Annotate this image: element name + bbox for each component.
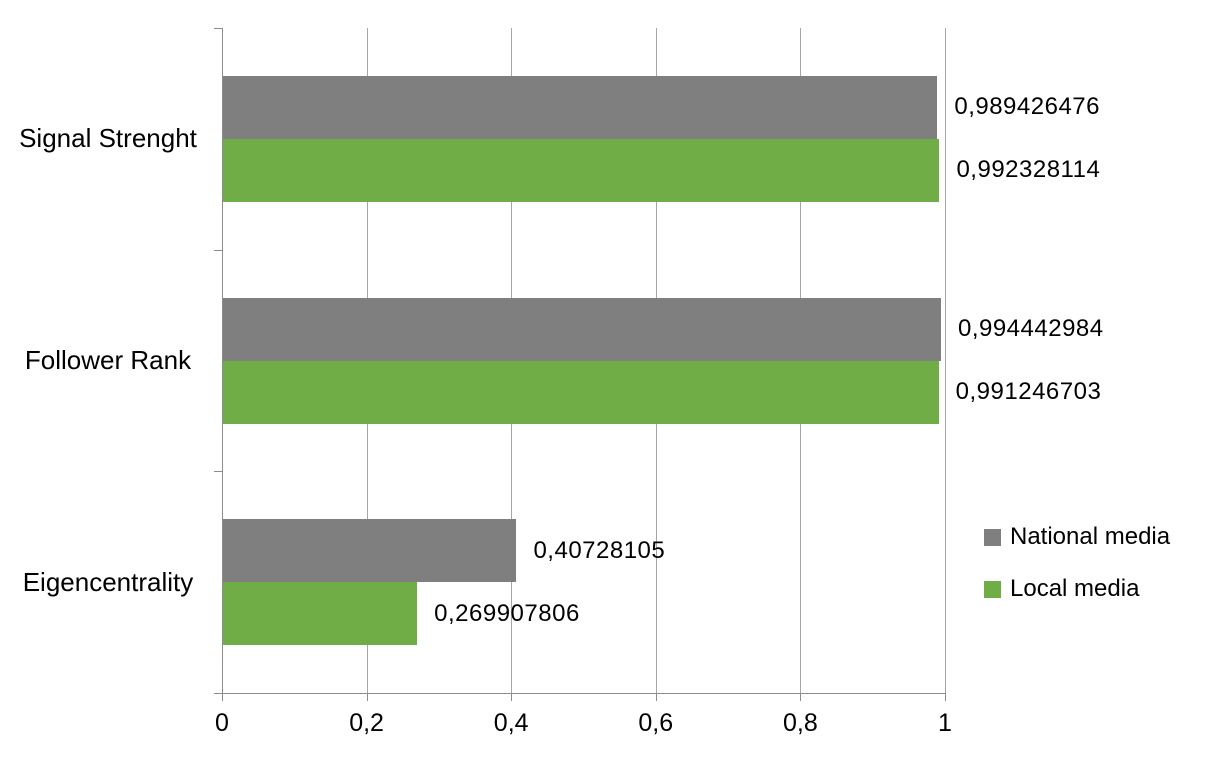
x-axis-tick-0	[222, 693, 223, 701]
local-media-swatch-icon	[984, 580, 1001, 598]
legend: National media Local media	[984, 523, 1170, 603]
x-axis-tick-0-4	[511, 693, 513, 701]
data-label-local-media-eigencentrality: 0,269907806	[434, 599, 580, 627]
bar-national-media-signal-strenght	[222, 75, 938, 139]
category-label-follower-rank: Follower Rank	[24, 344, 192, 375]
x-axis-tick-1	[945, 693, 946, 701]
bar-local-media-eigencentrality	[222, 582, 418, 646]
data-label-national-media-eigencentrality: 0,40728105	[533, 536, 666, 564]
data-label-national-media-follower-rank: 0,994442984	[957, 315, 1104, 342]
legend-item-local-media: Local media	[984, 575, 1170, 603]
bar-national-media-eigencentrality	[222, 519, 517, 583]
data-label-national-media-signal-strenght: 0,989426476	[954, 93, 1100, 121]
national-media-swatch-icon	[984, 528, 1001, 546]
gridline-x-1	[945, 28, 946, 693]
x-axis-label-0: 0	[215, 709, 229, 737]
legend-label-national-media: National media	[1010, 523, 1171, 550]
y-axis-line	[222, 28, 223, 693]
x-axis-label-0-2: 0,2	[349, 709, 384, 737]
data-label-local-media-follower-rank: 0,991246703	[955, 378, 1102, 405]
legend-label-local-media: Local media	[1010, 575, 1140, 602]
legend-item-national-media: National media	[984, 523, 1170, 551]
x-axis-label-0-6: 0,6	[638, 709, 674, 737]
x-axis-label-1: 1	[938, 709, 952, 737]
x-axis-tick-0-2	[366, 693, 368, 701]
bar-local-media-signal-strenght	[222, 138, 940, 202]
bar-local-media-follower-rank	[222, 360, 939, 424]
y-axis-tick-1	[214, 249, 222, 251]
y-axis-tick-3	[214, 693, 222, 694]
y-axis-tick-0	[214, 28, 222, 29]
bar-national-media-follower-rank	[222, 297, 941, 361]
x-axis-line	[222, 693, 946, 694]
category-label-eigencentrality: Eigencentrality	[22, 566, 194, 597]
x-axis-label-0-8: 0,8	[783, 709, 818, 737]
x-axis-tick-0-6	[655, 693, 657, 701]
data-label-local-media-signal-strenght: 0,992328114	[956, 156, 1101, 184]
y-axis-tick-2	[214, 471, 222, 473]
x-axis-tick-0-8	[800, 693, 802, 701]
x-axis-label-0-4: 0,4	[493, 709, 529, 737]
category-label-signal-strenght: Signal Strenght	[19, 123, 197, 154]
